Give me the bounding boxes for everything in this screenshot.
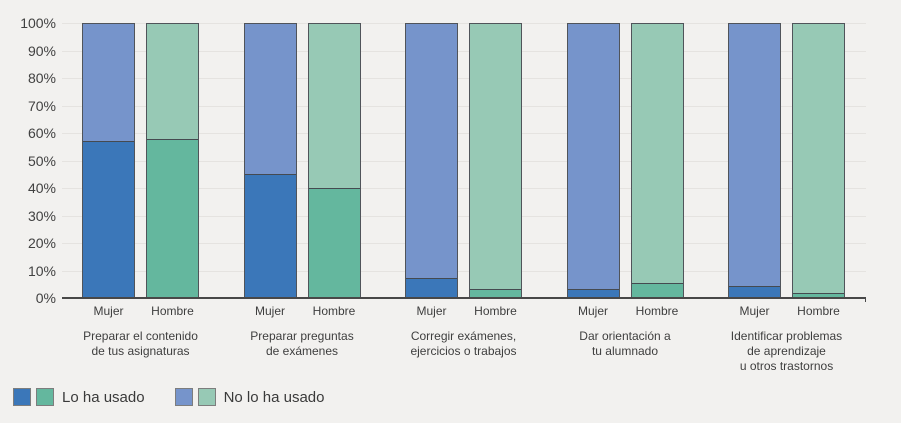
category-label-line: Preparar el contenido (83, 329, 198, 343)
bar-x-label: Mujer (739, 304, 770, 318)
gridline (62, 270, 866, 272)
bar-fill-lo-ha-usado (729, 286, 780, 297)
category-label-line: de tus asignaturas (91, 344, 190, 358)
y-axis: 0% 10% 20% 30% 40% 50% 60% 70% 80% 90% 100% (0, 15, 56, 306)
bar-x-label: Hombre (635, 304, 679, 318)
gridline (62, 23, 866, 24)
category-label: Preparar preguntas de exámenes (207, 329, 397, 359)
bar-group: Mujer Hombre Corregir exámenes, ejercicios … (405, 23, 522, 358)
y-tick-label: 20% (27, 235, 56, 251)
y-tick-label: 90% (27, 42, 56, 59)
legend: Lo ha usado No lo ha usado (13, 388, 324, 406)
category-label-line: tu alumnado (591, 344, 659, 358)
gridline (62, 105, 866, 107)
x-axis-line (62, 297, 866, 299)
gridline (62, 50, 866, 52)
bar-hombre: Hombre (630, 23, 684, 318)
gridline (62, 160, 866, 162)
bar-x-label: Hombre (474, 304, 517, 318)
category-label: Corregir exámenes, ejercicios o trabajos (369, 329, 559, 359)
bar-x-label: Mujer (254, 304, 286, 318)
category-label-line: de aprendizaje (747, 344, 826, 358)
legend-label: Lo ha usado (62, 388, 145, 406)
bar-fill-lo-ha-usado (147, 138, 198, 297)
gridline (62, 243, 866, 244)
bar-mujer: Mujer (243, 23, 297, 318)
bar-mujer: Mujer (566, 23, 620, 318)
category-label: Preparar el contenido de tus asignaturas (46, 329, 236, 359)
y-tick-label: 80% (27, 70, 56, 86)
gridline (62, 188, 866, 189)
x-axis-end-tick (865, 297, 866, 302)
bar-fill-lo-ha-usado (631, 283, 683, 297)
legend-entry: No lo ha usado (174, 388, 325, 406)
gridline (62, 78, 866, 79)
category-label-line: ejercicios o trabajos (410, 344, 517, 358)
bar-fill-lo-ha-usado (406, 277, 457, 297)
legend-swatch (174, 388, 193, 406)
bar-hombre: Hombre (307, 23, 361, 318)
bar-x-label: Hombre (797, 304, 840, 318)
bar-group: Mujer Hombre Dar orientación a tu alumnado (566, 23, 684, 358)
bar-x-label: Mujer (93, 304, 124, 318)
bar-x-label: Hombre (151, 304, 194, 318)
bar-mujer: Mujer (405, 23, 458, 318)
legend-entry: Lo ha usado (13, 388, 145, 406)
bar-mujer: Mujer (82, 23, 135, 318)
bar-group: Mujer Hombre Identificar problemas de apren… (728, 23, 845, 373)
bar-x-label: Hombre (312, 304, 356, 318)
bar-group: Mujer Hombre Preparar preguntas de exámenes (243, 23, 361, 358)
y-tick-label: 10% (27, 262, 56, 279)
legend-label: No lo ha usado (223, 388, 325, 406)
bars-container: Mujer Hombre Preparar el contenido de tus a… (62, 23, 866, 373)
gridline (62, 133, 866, 134)
y-tick-label: 30% (27, 207, 56, 224)
category-label: Dar orientación a tu alumnado (530, 329, 720, 359)
category-label-line: u otros trastornos (739, 359, 834, 373)
bar-fill-lo-ha-usado (470, 288, 521, 297)
category-label-line: de exámenes (265, 344, 339, 358)
bar-hombre: Hombre (792, 23, 845, 318)
legend-swatch (197, 388, 216, 406)
y-tick-label: 70% (27, 97, 56, 114)
bar-hombre: Hombre (469, 23, 522, 318)
category-label-line: Corregir exámenes, (410, 329, 517, 343)
bar-fill-lo-ha-usado (793, 292, 844, 297)
y-tick-label: 100% (20, 15, 56, 31)
bar-fill-lo-ha-usado (244, 174, 296, 297)
bar-fill-lo-ha-usado (83, 141, 134, 297)
bar-fill-lo-ha-usado (567, 288, 619, 297)
y-tick-label: 50% (27, 152, 56, 169)
category-label-line: Dar orientación a (579, 329, 671, 343)
gridline (62, 215, 866, 217)
y-tick-label: 0% (35, 290, 56, 306)
y-tick-label: 60% (27, 125, 56, 141)
category-label-line: Preparar preguntas (250, 329, 354, 343)
category-label: Identificar problemas de aprendizaje u otr… (692, 329, 882, 374)
plot-area: Mujer Hombre Preparar el contenido de tus a… (62, 23, 866, 373)
legend-swatch (13, 388, 31, 406)
bar-mujer: Mujer (728, 23, 781, 318)
bar-hombre: Hombre (146, 23, 199, 318)
y-tick-label: 40% (27, 180, 56, 196)
bar-fill-lo-ha-usado (308, 187, 360, 297)
legend-swatch (36, 388, 54, 406)
category-label-line: Identificar problemas (730, 329, 843, 343)
bar-x-label: Mujer (416, 304, 447, 318)
bar-group: Mujer Hombre Preparar el contenido de tus a… (82, 23, 199, 358)
bar-x-label: Mujer (577, 304, 609, 318)
